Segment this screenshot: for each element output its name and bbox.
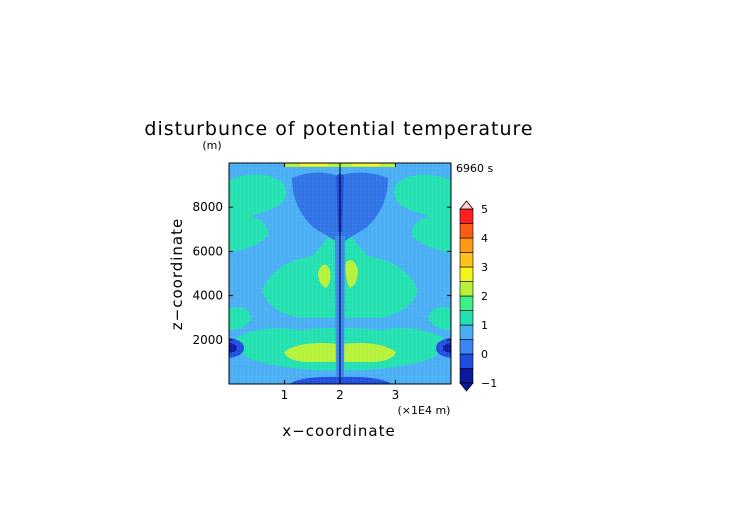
colorbar-segment [459,339,474,355]
colorbar-over-arrow [459,200,474,210]
y-tick-label: 4000 [192,289,223,303]
colorbar: −1 0 1 2 3 4 5 [459,200,497,392]
colorbar-segment [459,223,474,239]
colorbar-tick-label: 2 [481,290,488,303]
y-axis-label: z−coordinate [168,218,186,330]
x-tick-label: 3 [392,388,400,402]
colorbar-tick-label: 3 [481,261,488,274]
colorbar-segment [459,252,474,268]
time-label: 6960 s [456,162,493,175]
x-axis-ticks: 1 2 3 [281,163,400,402]
colorbar-segment [459,353,474,369]
colorbar-segment [459,368,474,384]
colorbar-tick-label: 0 [481,348,488,361]
colorbar-segment [459,310,474,326]
heatmap-field [229,163,451,384]
colorbar-under-arrow [459,382,474,392]
colorbar-segment [459,281,474,297]
x-axis-label: x−coordinate [282,422,395,440]
colorbar-segment [459,295,474,311]
y-tick-label: 6000 [192,244,223,258]
colorbar-segment [459,208,474,224]
colorbar-segment [459,266,474,282]
y-unit-label: (m) [202,139,221,152]
colorbar-tick-label: −1 [481,377,497,390]
y-tick-label: 8000 [192,200,223,214]
y-axis-ticks: 2000 4000 6000 8000 [192,200,451,347]
colorbar-segment [459,324,474,340]
x-unit-label: (×1E4 m) [398,404,451,417]
colorbar-tick-label: 4 [481,232,488,245]
y-tick-label: 2000 [192,333,223,347]
colorbar-segment [459,237,474,253]
chart-title: disturbunce of potential temperature [144,118,533,140]
colorbar-tick-label: 1 [481,319,488,332]
x-tick-label: 1 [281,388,289,402]
colorbar-tick-label: 5 [481,203,488,216]
x-tick-label: 2 [336,388,344,402]
